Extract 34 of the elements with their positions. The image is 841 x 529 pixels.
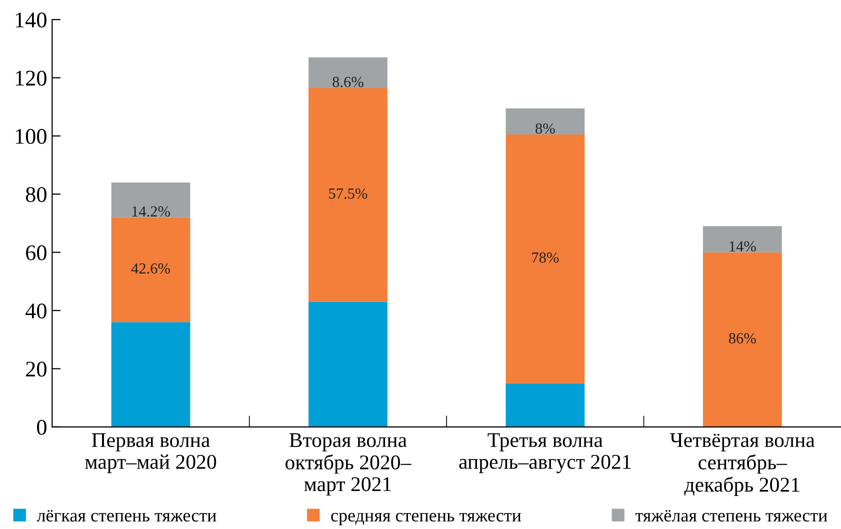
annotation: 14.2% <box>132 206 170 217</box>
bar <box>506 108 585 134</box>
bar <box>308 57 388 88</box>
x-tick-label: Вторая волна октябрь 2020– март 2021 <box>286 433 412 496</box>
legend-label: тяжёлая степень тяжести <box>635 510 828 522</box>
bar <box>702 252 782 427</box>
annotation: 8.6% <box>332 76 364 88</box>
y-tick-label: 40 <box>25 303 46 318</box>
y-tick-label: 140 <box>16 12 46 28</box>
y-tick-label: 120 <box>16 70 46 86</box>
x-tick-label: Четвёртая волна сентябрь– декабрь 2021 <box>670 433 815 496</box>
bar <box>702 226 782 252</box>
x-tick-label: Третья волна апрель–август 2021 <box>459 433 631 474</box>
bar <box>506 134 585 384</box>
annotation: 14% <box>730 241 756 252</box>
bar <box>308 88 388 302</box>
annotation: 8% <box>536 123 555 134</box>
bar <box>506 383 585 427</box>
bar <box>111 217 190 322</box>
y-tick-label: 100 <box>16 128 46 144</box>
bar <box>111 322 190 427</box>
y-tick-label: 20 <box>26 362 46 377</box>
x-tick-label: Первая волна март–май 2020 <box>85 433 216 474</box>
y-tick-label: 0 <box>37 420 46 435</box>
bar <box>111 182 190 218</box>
annotation: 78% <box>532 252 559 263</box>
annotation: 42.6% <box>131 263 170 274</box>
annotation: 86% <box>728 333 756 344</box>
annotation: 57.5% <box>329 188 368 199</box>
bar <box>308 302 388 427</box>
y-tick-label: 80 <box>26 187 46 202</box>
y-tick-label: 60 <box>26 245 46 260</box>
legend-label: средняя степень тяжести <box>331 512 522 526</box>
legend-label: лёгкая степень тяжести <box>36 510 216 522</box>
